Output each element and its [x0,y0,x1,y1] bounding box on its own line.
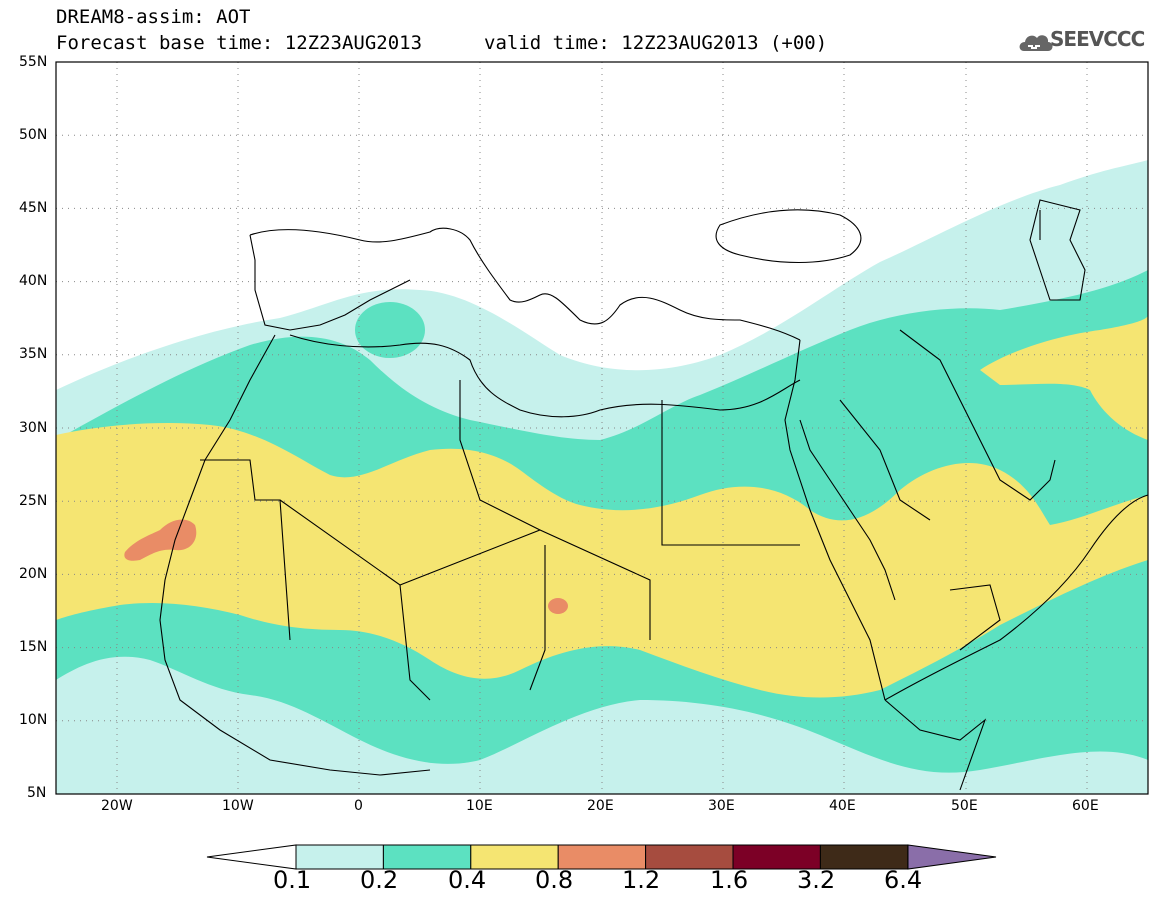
lon-label: 50E [951,798,978,814]
colorbar-label: 1.2 [622,866,661,894]
lat-label: 50N [19,127,48,143]
lat-label: 40N [19,273,48,289]
model-title: DREAM8-assim: AOT [56,6,251,28]
cloud-logo-icon [1019,35,1053,51]
lon-label: 10W [222,798,254,814]
aot-patch-0.4-iran [980,315,1148,440]
colorbar-label: 3.2 [797,866,836,894]
lon-label: 0 [354,798,363,814]
coastlines [159,199,1148,791]
colorbar-label: 0.4 [448,866,487,894]
lat-label: 30N [19,420,48,436]
lon-label: 10E [466,798,493,814]
lat-label: 5N [27,785,47,801]
lat-label: 45N [19,200,48,216]
logo-text: SEEVCCC [1050,27,1145,51]
lat-label: 20N [19,566,48,582]
colorbar-label: 0.2 [360,866,399,894]
aot-patch-0.8-chad [548,598,568,614]
lon-label: 60E [1072,798,1099,814]
lon-label: 30E [708,798,735,814]
lon-label: 40E [829,798,856,814]
lat-label: 55N [19,54,48,70]
colorbar-label: 0.8 [535,866,574,894]
lat-label: 10N [19,712,48,728]
lat-label: 15N [19,639,48,655]
aot-patch-0.2-north [355,302,425,358]
colorbar-label: 0.1 [273,866,312,894]
lon-label: 20W [101,798,133,814]
base-time-label: Forecast base time: 12Z23AUG2013 [56,32,423,54]
lat-label: 25N [19,493,48,509]
valid-time-label: valid time: 12Z23AUG2013 (+00) [484,32,828,54]
lat-label: 35N [19,346,48,362]
map-frame [55,61,1149,795]
colorbar-label: 1.6 [710,866,749,894]
lon-label: 20E [587,798,614,814]
colorbar-label: 6.4 [884,866,923,894]
